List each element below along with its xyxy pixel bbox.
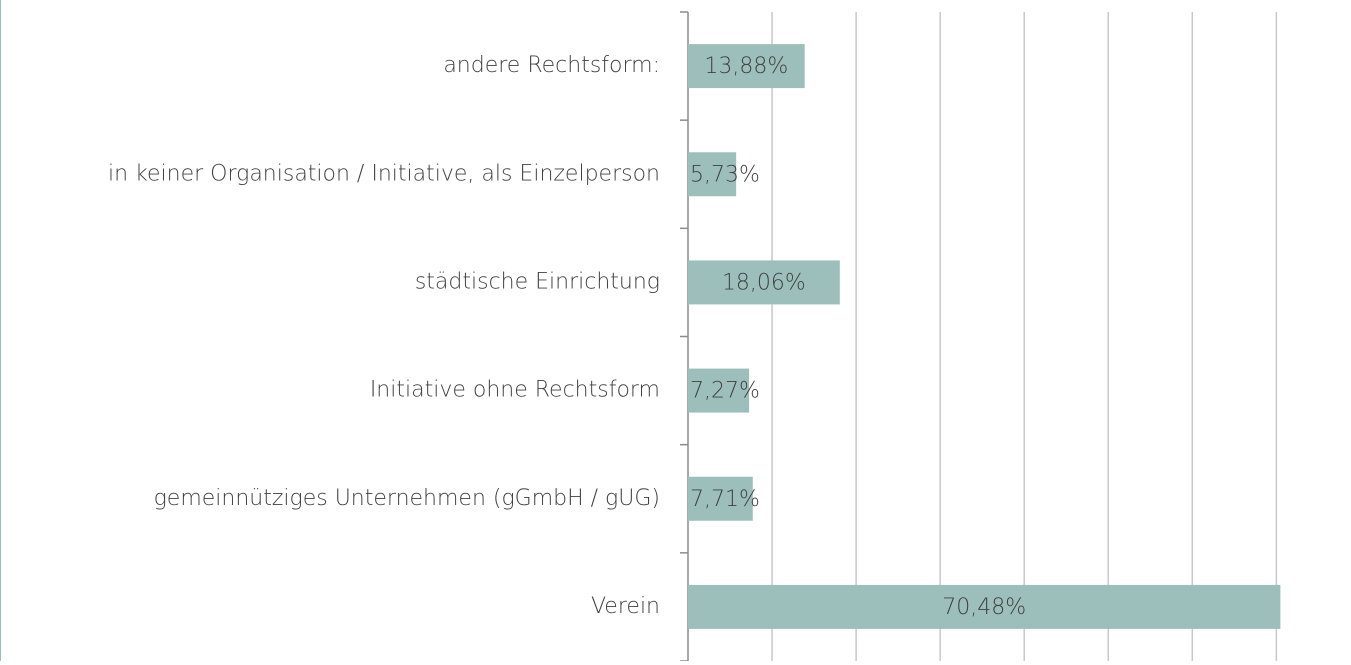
y-tick-label: städtische Einrichtung xyxy=(415,269,660,294)
value-label: 5,73% xyxy=(690,162,760,187)
bar xyxy=(688,368,750,413)
y-tick-label: andere Rechtsform: xyxy=(443,53,660,78)
value-label: 7,71% xyxy=(690,487,760,512)
bar xyxy=(688,44,805,89)
bar xyxy=(688,260,840,305)
y-tick-label: in keiner Organisation / Initiative, als… xyxy=(108,161,660,186)
y-tick-label: gemeinnütziges Unternehmen (gGmbH / gUG) xyxy=(154,486,660,511)
bar xyxy=(688,476,753,521)
bar xyxy=(688,152,737,197)
value-label: 70,48% xyxy=(942,595,1026,620)
y-tick-label: Verein xyxy=(591,594,660,619)
y-tick-label: Initiative ohne Rechtsform xyxy=(370,378,660,403)
bar xyxy=(688,584,1281,629)
value-label: 7,27% xyxy=(690,379,760,404)
value-label: 18,06% xyxy=(722,270,806,295)
value-label: 13,88% xyxy=(704,54,788,79)
